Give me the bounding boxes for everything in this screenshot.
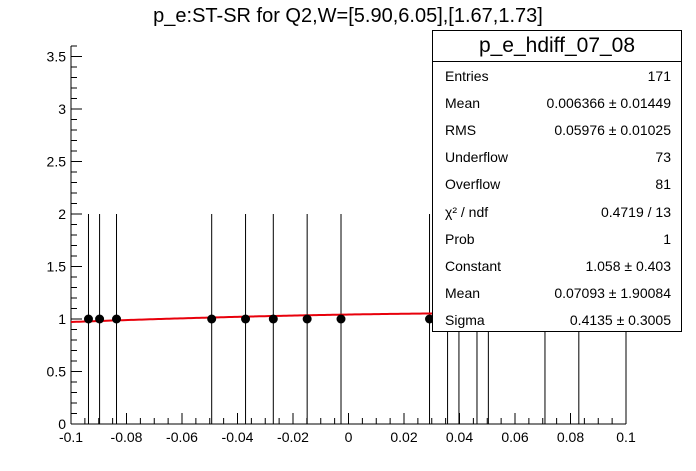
stats-row: Entries 171 [433,62,681,89]
data-point [83,314,93,324]
data-point [336,314,346,324]
x-tick-label: 0.04 [446,429,473,445]
stats-value: 0.4719 / 13 [600,203,671,220]
stats-value: 171 [647,67,671,84]
x-tick-label: 0.02 [390,429,417,445]
data-point [112,314,122,324]
y-tick-label: 0.5 [47,364,67,380]
stats-row: Prob 1 [433,225,681,252]
stats-row: Underflow 73 [433,144,681,171]
x-tick-label: -0.04 [222,429,254,445]
stats-label: Entries [445,67,489,84]
y-tick-label: 3 [58,101,66,117]
data-point [95,314,105,324]
chart-title: p_e:ST-SR for Q2,W=[5.90,6.05],[1.67,1.7… [153,5,543,27]
stats-row: χ² / ndf 0.4719 / 13 [433,198,681,225]
y-tick-label: 1.5 [47,259,67,275]
stats-label: RMS [445,121,477,138]
stats-box: p_e_hdiff_07_08 Entries 171 Mean 0.006366 ±… [432,30,682,332]
x-tick-label: 0 [345,429,353,445]
x-tick-label: 0.08 [557,429,584,445]
stats-label: Prob [445,230,475,247]
stats-row: RMS 0.05976 ± 0.01025 [433,116,681,143]
stats-label: Mean [445,94,481,111]
stats-value: 1 [663,230,671,247]
stats-value: 0.4135 ± 0.3005 [569,312,671,329]
x-tick-label: -0.08 [111,429,143,445]
stats-row: Overflow 81 [433,171,681,198]
stats-label: Mean [445,285,481,302]
data-point [207,314,217,324]
data-point [425,314,435,324]
data-point [241,314,251,324]
y-tick-label: 2.5 [47,154,67,170]
y-tick-label: 2 [58,206,66,222]
data-point [302,314,312,324]
stats-row: Mean 0.07093 ± 1.90084 [433,280,681,307]
axes: -0.1 -0.08 -0.06 -0.04 -0.02 0 0.02 0.04 0.06 0.0… [47,45,636,445]
stats-rows: Entries 171 Mean 0.006366 ± 0.01449 RMS 0.059… [433,62,681,334]
stats-label: Underflow [445,149,509,166]
stats-row: Constant 1.058 ± 0.403 [433,252,681,279]
y-tick-label: 3.5 [47,49,67,65]
x-tick-label: 0.1 [616,429,636,445]
stats-value: 73 [655,149,671,166]
x-tick-label: -0.02 [277,429,309,445]
stats-value: 0.07093 ± 1.90084 [554,285,671,302]
stats-box-title: p_e_hdiff_07_08 [433,31,681,62]
stats-label: Sigma [445,312,485,329]
x-tick-label: -0.1 [59,429,83,445]
stats-label: Overflow [445,176,501,193]
x-tick-label: -0.06 [166,429,198,445]
stats-value: 1.058 ± 0.403 [585,257,671,274]
stats-value: 0.05976 ± 0.01025 [554,121,671,138]
stats-row: Sigma 0.4135 ± 0.3005 [433,307,681,334]
y-tick-label: 1 [58,311,66,327]
stats-value: 0.006366 ± 0.01449 [546,94,671,111]
stats-label: Constant [445,257,502,274]
stats-value: 81 [655,176,671,193]
y-tick-label: 0 [58,416,66,432]
stats-row: Mean 0.006366 ± 0.01449 [433,89,681,116]
data-point [268,314,278,324]
x-tick-label: 0.06 [501,429,528,445]
stats-label: χ² / ndf [445,203,489,220]
